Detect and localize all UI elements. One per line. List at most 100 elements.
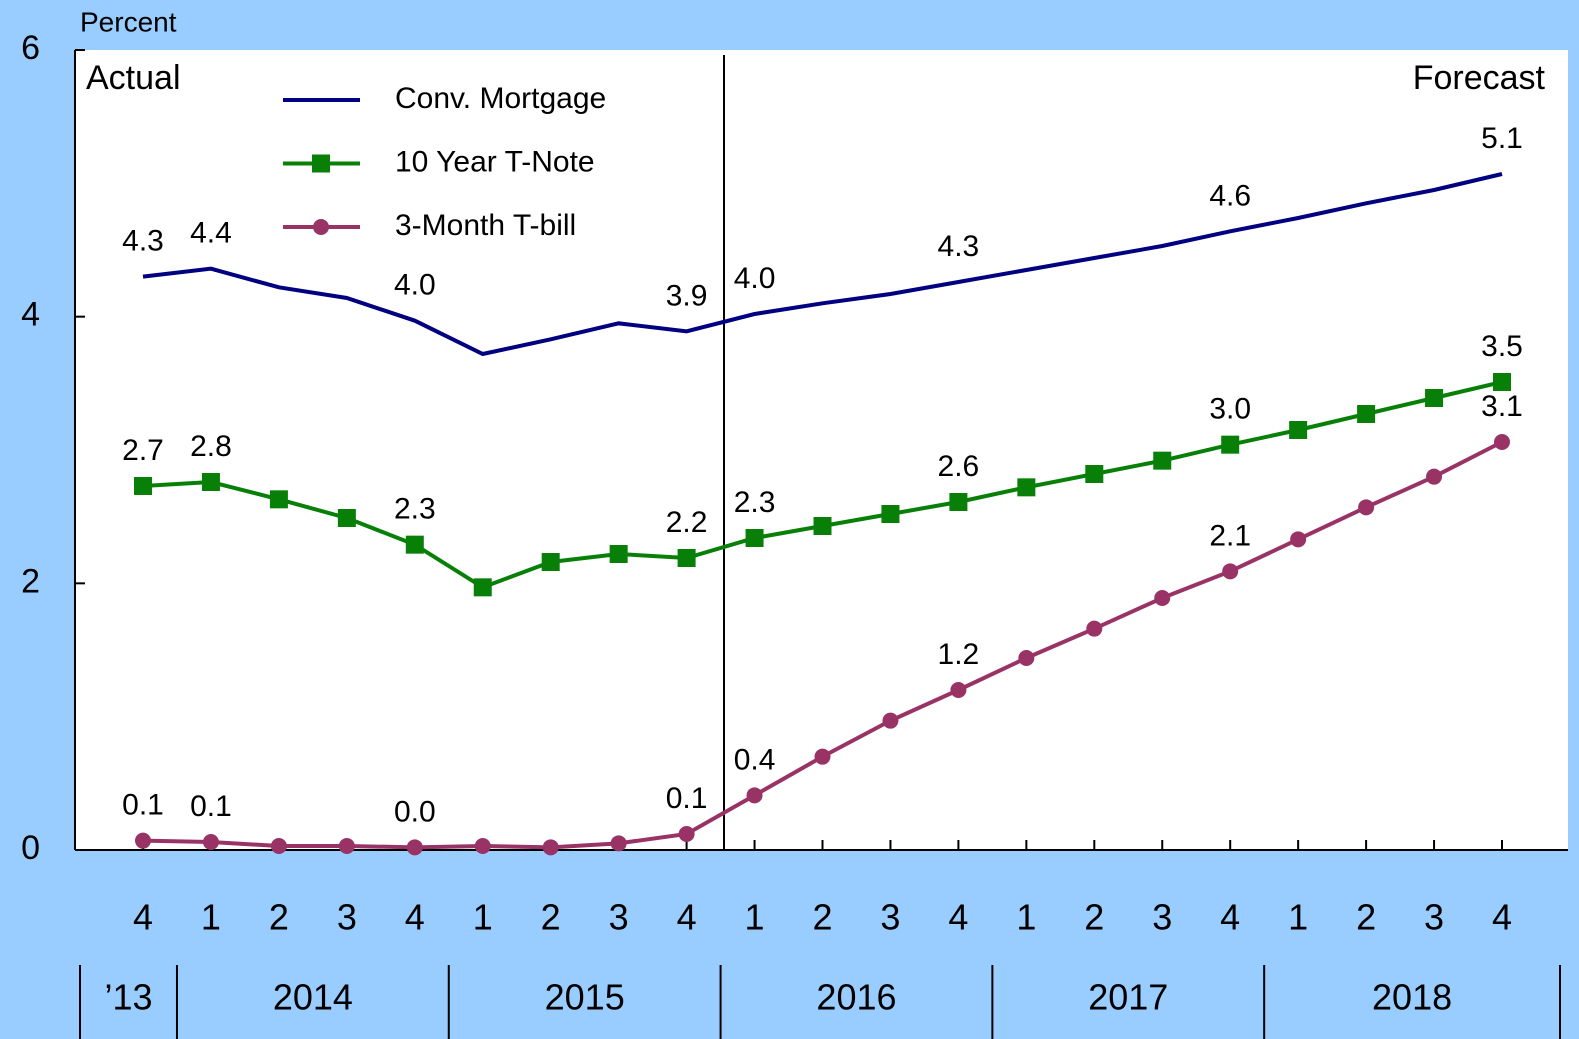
- data-point: [1425, 389, 1444, 407]
- x-tick-label: 4: [677, 897, 697, 938]
- x-tick-label: 1: [201, 897, 221, 938]
- x-tick-label: 1: [1016, 897, 1036, 938]
- data-point: [814, 748, 831, 765]
- data-point: [1086, 620, 1103, 637]
- data-point: [542, 839, 559, 856]
- data-label: 3.5: [1481, 330, 1523, 363]
- data-label: 2.2: [666, 506, 708, 539]
- x-tick-label: 3: [1424, 897, 1444, 938]
- data-point: [541, 553, 560, 571]
- data-label: 3.1: [1481, 390, 1523, 423]
- year-label: 2014: [273, 977, 353, 1018]
- data-point: [677, 549, 696, 567]
- data-point: [474, 838, 491, 854]
- data-point: [473, 578, 492, 597]
- x-tick-label: 4: [1220, 897, 1240, 938]
- data-point: [1018, 650, 1035, 666]
- data-label: 4.3: [122, 225, 164, 258]
- data-point: [882, 712, 899, 729]
- year-label: 2018: [1372, 977, 1452, 1018]
- data-label: 4.0: [734, 262, 776, 295]
- data-point: [1493, 373, 1511, 391]
- data-point: [1153, 451, 1172, 470]
- x-tick-label: 4: [133, 897, 153, 938]
- annotation: Actual: [86, 59, 181, 97]
- legend-label: 10 Year T-Note: [395, 145, 595, 178]
- x-tick-label: 1: [1288, 897, 1308, 938]
- data-label: 4.0: [394, 269, 436, 302]
- annotation: Forecast: [1413, 59, 1546, 97]
- data-label: 5.1: [1481, 122, 1523, 155]
- x-tick-label: 1: [473, 897, 493, 938]
- data-point: [406, 839, 423, 856]
- data-label: 2.7: [122, 434, 164, 467]
- data-point: [338, 838, 355, 854]
- data-label: 0.1: [190, 790, 232, 823]
- data-label: 4.6: [1209, 179, 1251, 212]
- data-point: [405, 535, 424, 554]
- data-point: [1494, 434, 1510, 450]
- x-tick-label: 2: [1084, 897, 1104, 938]
- x-tick-label: 4: [1492, 897, 1512, 938]
- data-point: [134, 477, 152, 495]
- data-point: [135, 832, 151, 849]
- legend-label: Conv. Mortgage: [395, 82, 606, 115]
- data-point: [610, 835, 627, 852]
- data-label: 4.3: [938, 230, 980, 263]
- x-tick-label: 1: [745, 897, 765, 938]
- data-label: 0.1: [122, 789, 164, 822]
- year-label: ’13: [104, 977, 152, 1018]
- year-label: 2016: [816, 977, 896, 1018]
- legend-marker: [312, 154, 330, 173]
- y-tick-label: 2: [21, 562, 40, 600]
- y-axis-label: Percent: [80, 6, 177, 37]
- year-label: 2017: [1088, 977, 1168, 1018]
- data-point: [1357, 405, 1376, 423]
- data-point: [1222, 563, 1239, 580]
- data-point: [609, 545, 628, 563]
- data-point: [678, 826, 695, 842]
- data-point: [337, 509, 356, 527]
- x-tick-label: 3: [337, 897, 357, 938]
- data-point: [745, 529, 764, 547]
- x-tick-label: 3: [1152, 897, 1172, 938]
- data-point: [269, 490, 288, 509]
- series-line: [142, 172, 1503, 357]
- x-tick-label: 2: [812, 897, 832, 938]
- data-label: 0.4: [734, 743, 776, 776]
- legend-label: 3-Month T-bill: [395, 209, 576, 242]
- data-label: 2.8: [190, 430, 232, 463]
- data-point: [201, 473, 220, 491]
- data-point: [1154, 590, 1171, 606]
- data-label: 0.1: [666, 782, 708, 815]
- data-label: 0.0: [394, 795, 436, 828]
- x-tick-label: 2: [269, 897, 289, 938]
- data-point: [1289, 421, 1308, 439]
- data-label: 2.6: [938, 450, 980, 483]
- legend-marker: [313, 219, 329, 235]
- data-label: 2.3: [394, 493, 436, 526]
- plot-area: [75, 50, 1568, 850]
- x-tick-label: 3: [880, 897, 900, 938]
- year-label: 2015: [545, 977, 625, 1018]
- x-tick-label: 2: [1356, 897, 1376, 938]
- y-tick-label: 6: [21, 29, 40, 67]
- data-point: [270, 838, 287, 854]
- x-tick-label: 3: [609, 897, 629, 938]
- y-tick-label: 0: [21, 829, 40, 867]
- data-label: 2.1: [1209, 519, 1251, 552]
- x-tick-label: 4: [405, 897, 425, 938]
- data-point: [949, 493, 968, 511]
- data-label: 1.2: [938, 638, 980, 671]
- data-label: 4.4: [190, 217, 232, 250]
- data-point: [881, 505, 900, 523]
- data-label: 3.0: [1209, 393, 1251, 426]
- data-label: 2.3: [734, 486, 776, 519]
- data-point: [1358, 499, 1375, 516]
- data-label: 3.9: [666, 279, 708, 312]
- data-point: [1085, 465, 1104, 483]
- y-tick-label: 4: [21, 296, 40, 334]
- data-point: [1290, 531, 1307, 548]
- data-point: [1017, 478, 1036, 497]
